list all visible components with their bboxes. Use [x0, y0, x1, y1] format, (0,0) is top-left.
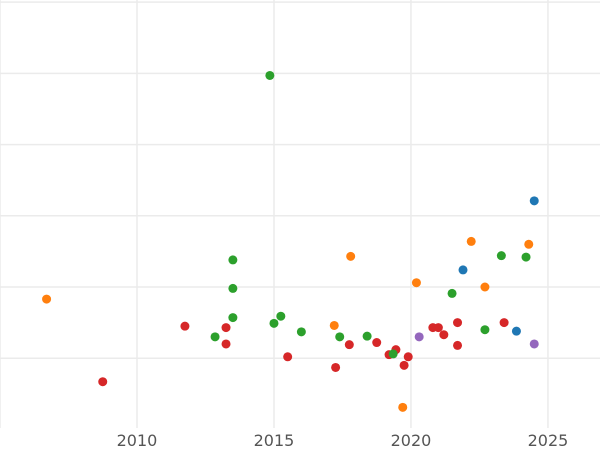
data-point — [228, 313, 238, 323]
data-point — [283, 352, 293, 362]
data-point — [524, 239, 534, 249]
series-2 — [42, 236, 534, 412]
data-point — [453, 340, 463, 350]
series-3 — [458, 196, 539, 336]
data-point — [480, 282, 490, 292]
data-point — [399, 360, 409, 370]
series-0 — [98, 318, 509, 387]
data-point — [210, 332, 220, 342]
data-point — [269, 318, 279, 328]
data-point — [344, 340, 354, 350]
data-point — [453, 318, 463, 328]
x-tick-label-2: 2020 — [391, 431, 432, 450]
series-4 — [414, 332, 539, 349]
data-point — [403, 352, 413, 362]
data-point — [98, 377, 108, 387]
x-tick-label-0: 2010 — [117, 431, 158, 450]
data-point — [447, 288, 457, 298]
data-point — [511, 326, 521, 336]
x-tick-labels: 2010 2015 2020 2025 — [117, 431, 569, 450]
data-point — [335, 332, 345, 342]
data-point — [180, 321, 190, 331]
x-tick-label-1: 2015 — [254, 431, 295, 450]
data-point — [265, 70, 275, 80]
data-point — [529, 339, 539, 349]
data-point — [388, 349, 398, 359]
data-point — [466, 236, 476, 246]
grid-lines — [0, 0, 600, 428]
data-point — [276, 311, 286, 321]
data-point — [221, 323, 231, 333]
data-points — [42, 70, 539, 412]
data-point — [411, 278, 421, 288]
data-point — [221, 339, 231, 349]
data-point — [521, 252, 531, 262]
data-point — [439, 330, 449, 340]
data-point — [480, 325, 490, 335]
data-point — [346, 251, 356, 261]
x-tick-label-3: 2025 — [528, 431, 569, 450]
data-point — [296, 327, 306, 337]
data-point — [529, 196, 539, 206]
data-point — [499, 318, 509, 328]
data-point — [398, 402, 408, 412]
data-point — [228, 255, 238, 265]
data-point — [414, 332, 424, 342]
data-point — [362, 331, 372, 341]
data-point — [331, 362, 341, 372]
data-point — [433, 323, 443, 333]
data-point — [329, 320, 339, 330]
data-point — [372, 338, 382, 348]
data-point — [496, 251, 506, 261]
data-point — [228, 283, 238, 293]
series-1 — [210, 70, 531, 359]
data-point — [458, 265, 468, 275]
data-point — [42, 294, 52, 304]
